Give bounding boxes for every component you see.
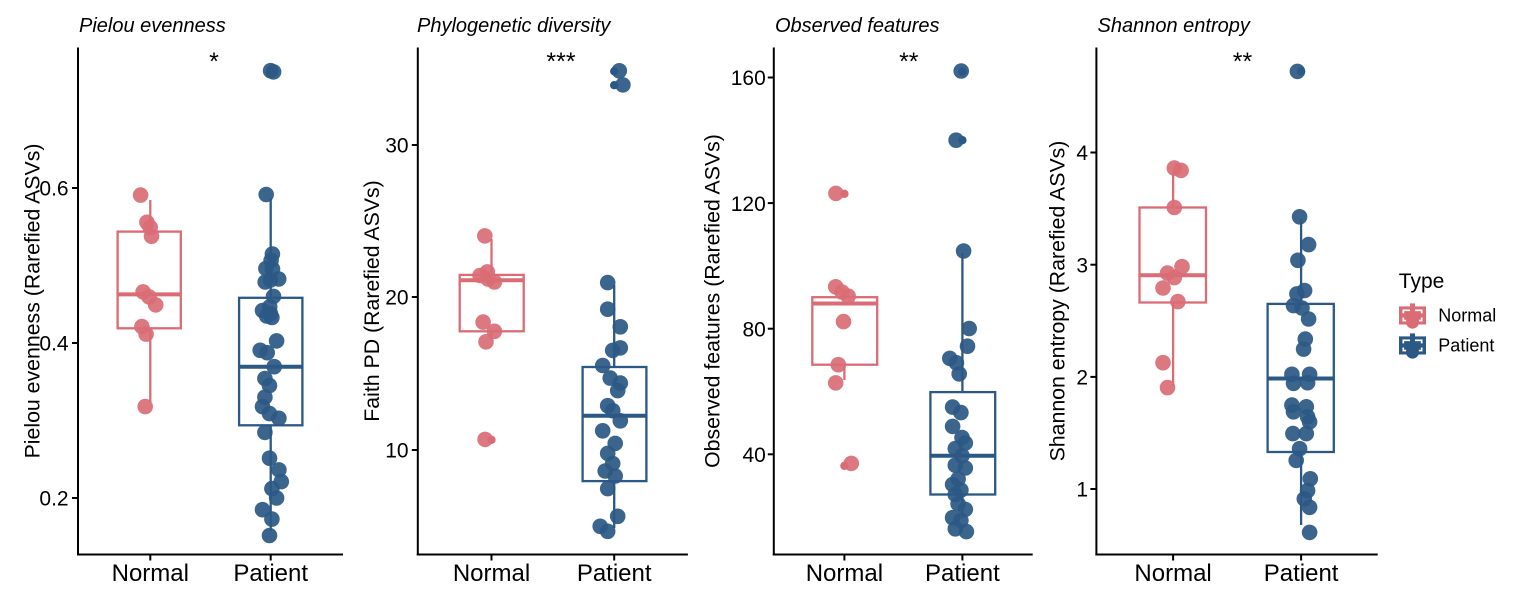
- svg-text:40: 40: [742, 444, 765, 467]
- svg-text:4: 4: [1076, 142, 1088, 165]
- svg-text:Shannon entropy: Shannon entropy: [1098, 15, 1251, 37]
- svg-text:Observed features: Observed features: [775, 15, 940, 37]
- svg-text:Shannon entropy (Rarefied ASVs: Shannon entropy (Rarefied ASVs): [1046, 141, 1070, 462]
- svg-text:Normal: Normal: [1438, 306, 1496, 326]
- svg-text:*: *: [209, 48, 219, 76]
- svg-text:Observed features (Rarefied AS: Observed features (Rarefied ASVs): [700, 134, 724, 468]
- svg-text:Pielou evenness (Rarefied ASVs: Pielou evenness (Rarefied ASVs): [20, 144, 44, 459]
- svg-text:Normal: Normal: [112, 560, 189, 587]
- svg-text:Normal: Normal: [1134, 560, 1211, 587]
- svg-text:**: **: [1233, 48, 1253, 76]
- svg-text:Pielou evenness: Pielou evenness: [79, 15, 226, 37]
- svg-text:***: ***: [546, 48, 575, 76]
- svg-text:Patient: Patient: [925, 560, 1000, 587]
- svg-text:120: 120: [731, 193, 766, 216]
- svg-text:3: 3: [1076, 254, 1088, 277]
- svg-text:Patient: Patient: [233, 560, 308, 587]
- svg-text:Faith PD (Rarefied ASVs): Faith PD (Rarefied ASVs): [360, 180, 384, 421]
- svg-text:Type: Type: [1399, 270, 1445, 293]
- svg-text:Patient: Patient: [1264, 560, 1339, 587]
- svg-text:**: **: [899, 48, 919, 76]
- svg-text:Normal: Normal: [806, 560, 883, 587]
- svg-text:1: 1: [1076, 479, 1088, 502]
- svg-text:20: 20: [385, 287, 408, 310]
- svg-text:10: 10: [385, 440, 408, 463]
- svg-text:0.6: 0.6: [39, 178, 68, 201]
- svg-text:Phylogenetic diversity: Phylogenetic diversity: [417, 15, 611, 37]
- svg-text:0.2: 0.2: [39, 488, 68, 511]
- svg-text:30: 30: [385, 135, 408, 158]
- svg-text:80: 80: [742, 318, 765, 341]
- svg-text:Patient: Patient: [577, 560, 652, 587]
- svg-text:160: 160: [731, 67, 766, 90]
- svg-text:2: 2: [1076, 367, 1088, 390]
- svg-text:0.4: 0.4: [39, 333, 69, 356]
- svg-text:Patient: Patient: [1438, 336, 1494, 356]
- svg-text:Normal: Normal: [453, 560, 530, 587]
